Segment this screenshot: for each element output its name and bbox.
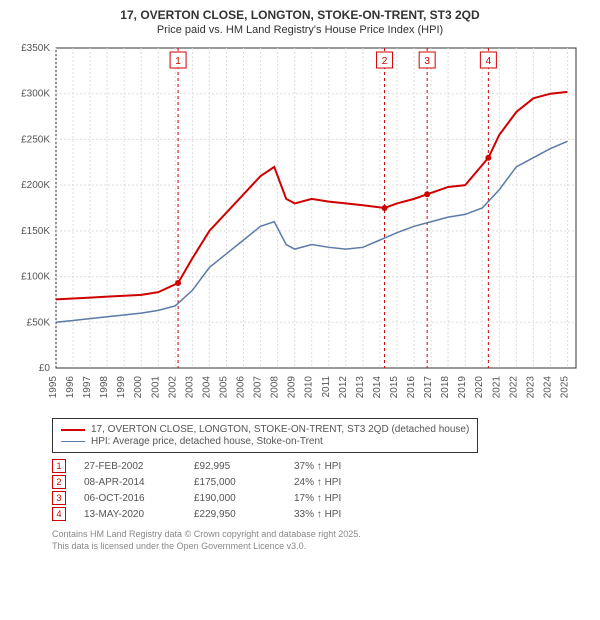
legend-swatch <box>61 429 85 431</box>
sale-num: 1 <box>52 459 66 473</box>
legend-label: 17, OVERTON CLOSE, LONGTON, STOKE-ON-TRE… <box>91 424 469 435</box>
sale-price: £175,000 <box>194 477 294 488</box>
svg-text:4: 4 <box>486 56 492 67</box>
legend-label: HPI: Average price, detached house, Stok… <box>91 436 323 447</box>
svg-text:2016: 2016 <box>406 376 417 399</box>
svg-text:2000: 2000 <box>133 376 144 399</box>
svg-text:2002: 2002 <box>167 376 178 399</box>
svg-text:2013: 2013 <box>355 376 366 399</box>
svg-text:£300K: £300K <box>21 89 50 100</box>
sale-date: 06-OCT-2016 <box>84 493 194 504</box>
sale-num: 4 <box>52 507 66 521</box>
svg-text:2012: 2012 <box>338 376 349 399</box>
sale-row: 2 08-APR-2014£175,00024% ↑ HPI <box>52 475 576 489</box>
legend-row: HPI: Average price, detached house, Stok… <box>61 436 469 447</box>
svg-text:1995: 1995 <box>48 376 59 399</box>
svg-text:3: 3 <box>424 56 430 67</box>
svg-text:2025: 2025 <box>559 376 570 399</box>
svg-text:2015: 2015 <box>389 376 400 399</box>
footer: Contains HM Land Registry data © Crown c… <box>52 529 576 552</box>
title-line2: Price paid vs. HM Land Registry's House … <box>12 24 588 36</box>
svg-text:£0: £0 <box>39 363 51 374</box>
legend: 17, OVERTON CLOSE, LONGTON, STOKE-ON-TRE… <box>52 418 478 453</box>
svg-text:1998: 1998 <box>99 376 110 399</box>
svg-text:2001: 2001 <box>150 376 161 399</box>
sale-price: £229,950 <box>194 509 294 520</box>
sale-date: 08-APR-2014 <box>84 477 194 488</box>
svg-text:2: 2 <box>382 56 388 67</box>
svg-text:2009: 2009 <box>287 376 298 399</box>
sale-price: £190,000 <box>194 493 294 504</box>
sale-row: 1 27-FEB-2002£92,99537% ↑ HPI <box>52 459 576 473</box>
svg-text:2021: 2021 <box>491 376 502 399</box>
sale-pct: 33% ↑ HPI <box>294 509 374 520</box>
legend-swatch <box>61 441 85 442</box>
svg-text:1999: 1999 <box>116 376 127 399</box>
sale-date: 13-MAY-2020 <box>84 509 194 520</box>
footer-line1: Contains HM Land Registry data © Crown c… <box>52 529 576 541</box>
svg-text:2010: 2010 <box>304 376 315 399</box>
svg-text:2019: 2019 <box>457 376 468 399</box>
sale-price: £92,995 <box>194 461 294 472</box>
svg-text:£150K: £150K <box>21 226 50 237</box>
sales-table: 1 27-FEB-2002£92,99537% ↑ HPI 2 08-APR-2014… <box>52 459 576 521</box>
svg-text:2018: 2018 <box>440 376 451 399</box>
svg-text:2004: 2004 <box>201 376 212 399</box>
svg-text:2023: 2023 <box>525 376 536 399</box>
svg-text:2007: 2007 <box>253 376 264 399</box>
svg-text:2020: 2020 <box>474 376 485 399</box>
svg-text:2014: 2014 <box>372 376 383 399</box>
title-area: 17, OVERTON CLOSE, LONGTON, STOKE-ON-TRE… <box>12 8 588 36</box>
sale-row: 3 06-OCT-2016£190,00017% ↑ HPI <box>52 491 576 505</box>
svg-text:£250K: £250K <box>21 134 50 145</box>
svg-text:1: 1 <box>175 56 181 67</box>
sale-num: 2 <box>52 475 66 489</box>
svg-text:2008: 2008 <box>270 376 281 399</box>
legend-row: 17, OVERTON CLOSE, LONGTON, STOKE-ON-TRE… <box>61 424 469 435</box>
sale-date: 27-FEB-2002 <box>84 461 194 472</box>
title-line1: 17, OVERTON CLOSE, LONGTON, STOKE-ON-TRE… <box>12 8 588 22</box>
svg-text:£100K: £100K <box>21 272 50 283</box>
svg-text:2003: 2003 <box>184 376 195 399</box>
chart-svg: £0 £50K £100K £150K £200K £250K £300K £350K 1995… <box>12 40 582 410</box>
svg-text:2024: 2024 <box>542 376 553 399</box>
chart-container: 17, OVERTON CLOSE, LONGTON, STOKE-ON-TRE… <box>0 0 600 620</box>
footer-line2: This data is licensed under the Open Gov… <box>52 541 576 553</box>
svg-text:£50K: £50K <box>27 317 51 328</box>
svg-text:£350K: £350K <box>21 43 50 54</box>
svg-text:£200K: £200K <box>21 180 50 191</box>
svg-text:2005: 2005 <box>218 376 229 399</box>
sale-pct: 17% ↑ HPI <box>294 493 374 504</box>
sale-row: 4 13-MAY-2020£229,95033% ↑ HPI <box>52 507 576 521</box>
svg-text:2011: 2011 <box>321 376 332 398</box>
sale-num: 3 <box>52 491 66 505</box>
svg-text:2017: 2017 <box>423 376 434 399</box>
chart-plot: £0 £50K £100K £150K £200K £250K £300K £350K 1995… <box>12 40 582 410</box>
svg-text:2022: 2022 <box>508 376 519 399</box>
svg-text:1997: 1997 <box>82 376 93 399</box>
sale-pct: 37% ↑ HPI <box>294 461 374 472</box>
sale-pct: 24% ↑ HPI <box>294 477 374 488</box>
svg-text:1996: 1996 <box>65 376 76 399</box>
svg-text:2006: 2006 <box>236 376 247 399</box>
